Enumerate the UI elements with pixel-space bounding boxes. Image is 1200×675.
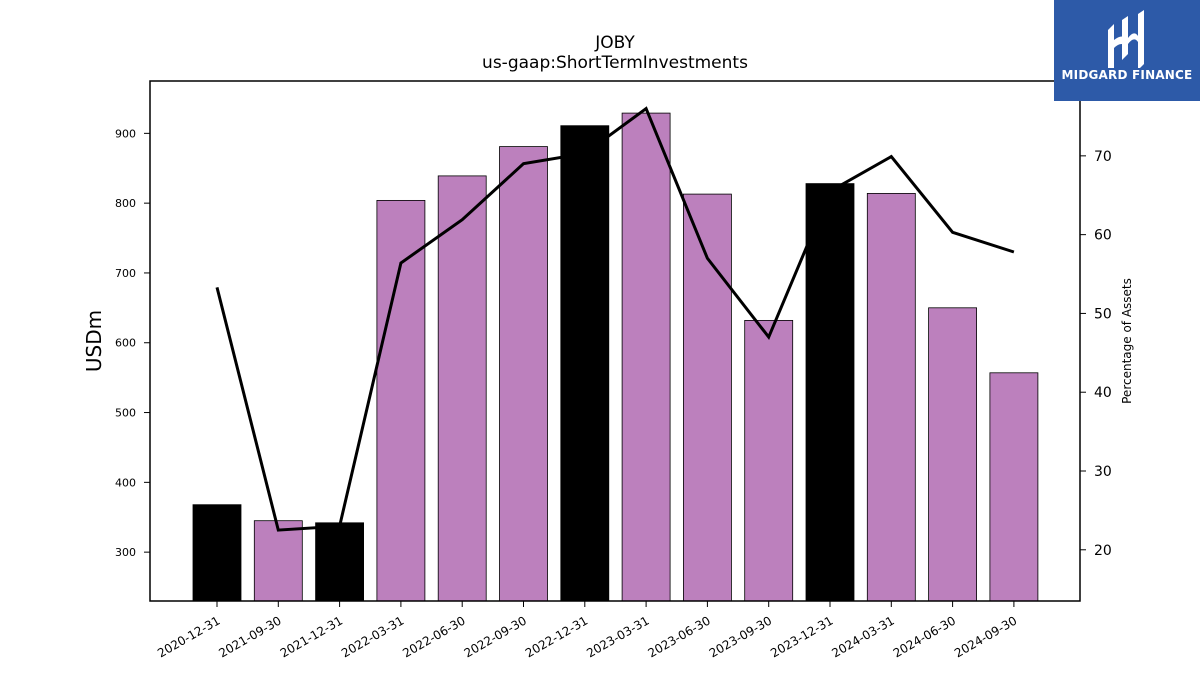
x-tick-label: 2024-09-30 xyxy=(952,613,1019,660)
y2-tick-label: 70 xyxy=(1094,149,1112,165)
bar-2024-03-31 xyxy=(866,192,916,602)
chart-subtitle: us-gaap:ShortTermInvestments xyxy=(482,53,748,73)
x-axis: 2020-12-312021-09-302021-12-312022-03-31… xyxy=(155,601,1019,660)
x-tick-label: 2023-09-30 xyxy=(707,613,774,660)
x-tick-label: 2022-12-31 xyxy=(523,613,590,660)
y2-axis-label: Percentage of Assets xyxy=(1120,278,1134,404)
brand-logo: MIDGARD FINANCE xyxy=(1054,0,1200,101)
x-tick-label: 2022-03-31 xyxy=(339,613,406,660)
bar-2022-12-31 xyxy=(560,125,610,602)
y2-tick-label: 40 xyxy=(1094,385,1112,401)
x-tick-label: 2024-06-30 xyxy=(891,613,958,660)
midgard-logo-icon xyxy=(1108,10,1144,68)
y-tick-label: 800 xyxy=(115,197,136,210)
y2-tick-label: 30 xyxy=(1094,464,1112,480)
x-tick-label: 2023-12-31 xyxy=(768,613,835,660)
x-tick-label: 2022-06-30 xyxy=(400,613,467,660)
y-axis-left: 300 400 500 600 700 800 900 xyxy=(115,127,150,559)
bar-2021-09-30 xyxy=(253,520,303,602)
bar-2021-12-31 xyxy=(315,522,365,602)
y-tick-label: 500 xyxy=(115,407,136,420)
y-tick-label: 700 xyxy=(115,267,136,280)
x-tick-label: 2021-12-31 xyxy=(278,613,345,660)
bar-2022-09-30 xyxy=(499,146,548,602)
y2-tick-label: 50 xyxy=(1094,306,1112,322)
y-tick-label: 900 xyxy=(115,127,136,140)
x-tick-label: 2023-03-31 xyxy=(584,613,651,660)
bar-2022-03-31 xyxy=(376,199,426,602)
bar-2023-12-31 xyxy=(805,183,855,602)
bars-layer xyxy=(192,112,1039,602)
bar-2023-09-30 xyxy=(744,319,794,602)
logo-text: MIDGARD FINANCE xyxy=(1061,68,1193,82)
bar-2024-06-30 xyxy=(928,307,977,602)
chart-title: JOBY xyxy=(594,33,635,53)
x-tick-label: 2021-09-30 xyxy=(216,613,283,660)
x-tick-label: 2020-12-31 xyxy=(155,613,222,660)
plot-frame xyxy=(149,80,1081,602)
y2-tick-label: 60 xyxy=(1094,228,1112,244)
y2-tick-label: 20 xyxy=(1094,543,1112,559)
y-tick-label: 400 xyxy=(115,476,136,489)
line-layer xyxy=(215,106,1015,532)
bar-2020-12-31 xyxy=(192,504,242,602)
y-axis-right: 20 30 40 50 60 70 xyxy=(1080,149,1112,559)
bar-2023-03-31 xyxy=(621,112,671,602)
y-tick-label: 300 xyxy=(115,546,136,559)
x-tick-label: 2024-03-31 xyxy=(829,613,896,660)
bar-2022-06-30 xyxy=(437,175,487,602)
bar-2024-09-30 xyxy=(989,372,1039,602)
percentage-line xyxy=(215,106,1015,532)
x-tick-label: 2022-09-30 xyxy=(462,613,529,660)
y-axis-label: USDm xyxy=(82,310,106,372)
y-tick-label: 600 xyxy=(115,337,136,350)
x-tick-label: 2023-06-30 xyxy=(645,613,712,660)
